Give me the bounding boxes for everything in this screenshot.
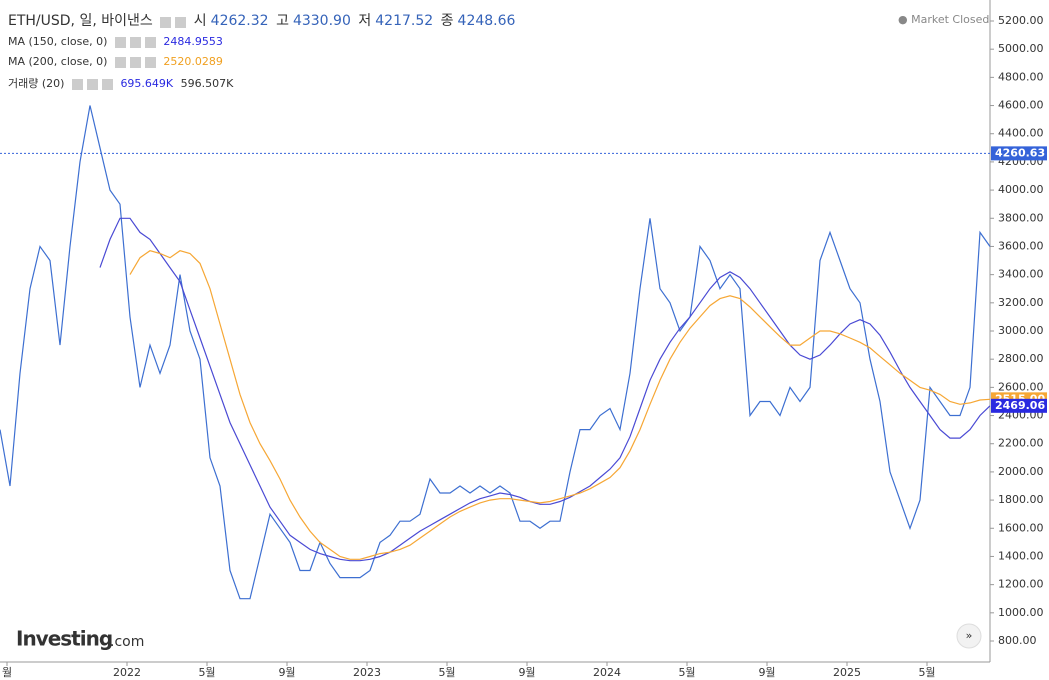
plot-area [0, 0, 990, 662]
x-tick-label: 2025 [833, 666, 861, 679]
volume-ma-value: 596.507K [180, 77, 234, 90]
icon[interactable] [144, 36, 156, 48]
status: Market Closed [911, 13, 990, 26]
y-tick-label: 2000.00 [998, 465, 1044, 478]
legend-ma200: MA (200, close, 0) 2520.0289 [8, 55, 227, 68]
x-tick-label: 2022 [113, 666, 141, 679]
close-label: 종 [440, 13, 454, 29]
settings-icon[interactable] [160, 16, 172, 28]
high-label: 고 [276, 13, 289, 29]
y-tick-label: 3600.00 [998, 239, 1044, 252]
x-tick-label: 5월 [198, 666, 215, 679]
close: 4248.66 [457, 13, 516, 29]
y-tick-label: 4400.00 [998, 127, 1044, 140]
y-tick-label: 3000.00 [998, 324, 1044, 337]
x-tick-label: 5월 [438, 666, 455, 679]
logo: Investing .com [16, 627, 144, 651]
high: 4330.90 [292, 13, 351, 29]
ma150-label: MA (150, close, 0) [8, 35, 108, 48]
y-tick-label: 5000.00 [998, 42, 1044, 55]
legend-main: ETH/USD, 일, 바이낸스 시 4262.32 고 4330.90 저 4217… [8, 10, 519, 30]
scroll-button[interactable] [956, 623, 982, 649]
y-tick-label: 1600.00 [998, 521, 1044, 534]
x-tick-label: 5월 [918, 666, 935, 679]
logo-suffix: .com [110, 634, 144, 650]
volume-value: 695.649K [120, 77, 174, 90]
legend-ma150: MA (150, close, 0) 2484.9553 [8, 35, 227, 48]
x-tick-label: 9월 [278, 666, 295, 679]
icon[interactable] [86, 78, 98, 90]
low: 4217.52 [375, 13, 434, 29]
volume-label: 거래량 (20) [8, 77, 65, 90]
icon[interactable] [129, 56, 141, 68]
ma200-value: 2520.0289 [163, 55, 223, 68]
y-tick-label: 1000.00 [998, 606, 1044, 619]
close-icon[interactable] [175, 16, 187, 28]
icon[interactable] [129, 36, 141, 48]
x-tick-label: 5월 [678, 666, 695, 679]
y-tick-label: 3200.00 [998, 296, 1044, 309]
x-tick-label: 9월 [758, 666, 775, 679]
logo-text: Investing [16, 627, 112, 651]
y-tick-label: 2200.00 [998, 437, 1044, 450]
legend-volume: 거래량 (20) 695.649K 596.507K [8, 75, 237, 91]
low-label: 저 [358, 13, 372, 29]
y-tick-label: 1800.00 [998, 493, 1044, 506]
x-tick-label: 2023 [353, 666, 381, 679]
series-line [0, 105, 991, 600]
market-status: ● Market Closed [898, 13, 990, 26]
icon[interactable] [114, 36, 126, 48]
icon[interactable] [144, 56, 156, 68]
price-box-label: 2469.06 [995, 399, 1045, 412]
series-line [99, 217, 991, 562]
y-tick-label: 1200.00 [998, 578, 1044, 591]
y-tick-label: 4600.00 [998, 99, 1044, 112]
y-tick-label: 3800.00 [998, 211, 1044, 224]
y-tick-label: 2600.00 [998, 380, 1044, 393]
price-box [991, 398, 1047, 413]
open-label: 시 [193, 13, 207, 29]
y-tick-label: 2800.00 [998, 352, 1044, 365]
y-tick-label: 4000.00 [998, 183, 1044, 196]
y-tick-label: 800.00 [998, 634, 1037, 647]
series-line [129, 250, 991, 560]
x-tick-label: 월 [2, 666, 12, 679]
y-tick-label: 4800.00 [998, 70, 1044, 83]
icon[interactable] [71, 78, 83, 90]
x-tick-label: 2024 [593, 666, 621, 679]
y-tick-label: 5200.00 [998, 14, 1044, 27]
price-box-label: 4260.63 [995, 146, 1045, 159]
ma150-value: 2484.9553 [163, 35, 223, 48]
scroll-icon[interactable]: » [966, 629, 973, 642]
symbol: ETH/USD, 일, 바이낸스 [8, 13, 153, 29]
icon[interactable] [114, 56, 126, 68]
ma200-label: MA (200, close, 0) [8, 55, 108, 68]
y-tick-label: 3400.00 [998, 268, 1044, 281]
x-tick-label: 9월 [518, 666, 535, 679]
open: 4262.32 [210, 13, 269, 29]
icon[interactable] [101, 78, 113, 90]
y-tick-label: 1400.00 [998, 549, 1044, 562]
price-box [991, 146, 1047, 161]
